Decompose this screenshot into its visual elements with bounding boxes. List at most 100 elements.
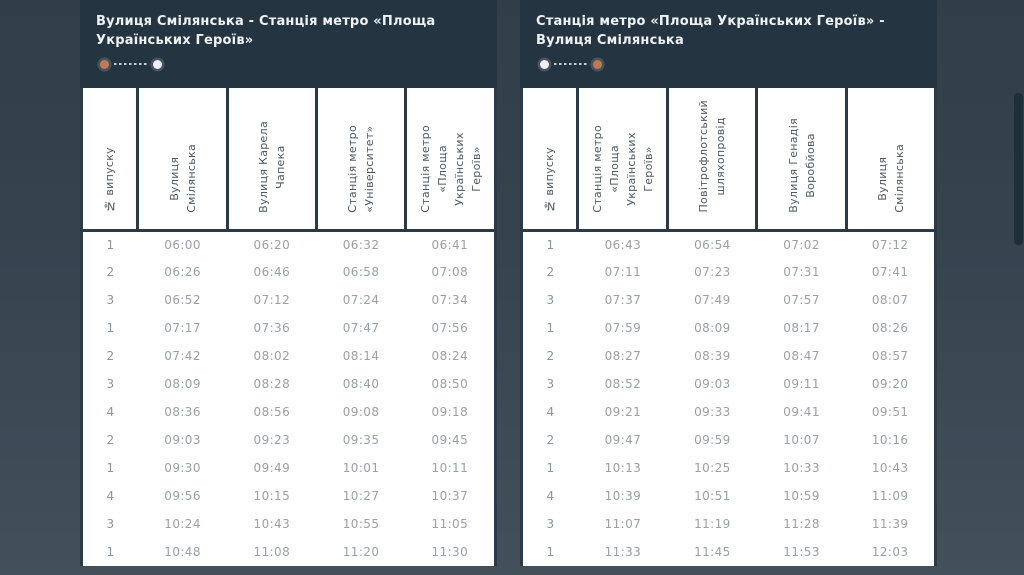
route-dashed-line-icon <box>554 63 588 66</box>
route-direction-indicator <box>540 59 921 69</box>
table-row: 1 10:13 10:25 10:33 10:43 <box>522 454 936 482</box>
time-cell: 11:07 <box>604 517 642 531</box>
trip-number-cell: 3 <box>546 517 555 531</box>
column-header: Вулиця Генадія Воробйова <box>756 88 848 232</box>
table-row: 2 07:42 08:02 08:14 08:24 <box>82 342 496 370</box>
time-cell: 09:47 <box>604 433 642 447</box>
table-row: 1 11:33 11:45 11:53 12:03 <box>522 538 936 566</box>
time-cell: 08:24 <box>431 349 469 363</box>
time-cell: 09:45 <box>431 433 469 447</box>
time-cell: 10:48 <box>164 545 201 559</box>
column-header-label: Вулиця Генадія Воробйова <box>786 117 817 213</box>
time-cell: 08:50 <box>431 377 469 391</box>
time-cell: 07:37 <box>604 293 642 307</box>
table-row: 1 10:48 11:08 11:20 11:30 <box>82 538 496 566</box>
time-cell: 06:41 <box>431 237 469 252</box>
table-row: 4 09:21 09:33 09:41 09:51 <box>522 398 936 426</box>
table-row: 3 08:52 09:03 09:11 09:20 <box>522 370 936 398</box>
time-cell: 06:32 <box>342 237 380 252</box>
time-cell: 09:03 <box>694 377 731 391</box>
time-cell: 11:09 <box>871 489 909 503</box>
trip-number-cell: 4 <box>546 405 555 419</box>
time-cell: 10:33 <box>783 461 820 475</box>
column-header-label: Вулиця Смілянська <box>167 143 198 213</box>
trip-number-cell: 2 <box>106 433 115 447</box>
column-header: Вулиця Карела Чапека <box>227 88 318 232</box>
column-header: Повітрофлотський шляхопровід <box>667 88 759 232</box>
trip-number-cell: 2 <box>106 349 115 363</box>
trip-number-cell: 3 <box>546 293 555 307</box>
time-cell: 09:41 <box>783 405 820 419</box>
time-cell: 07:36 <box>253 321 291 335</box>
trip-number-cell: 1 <box>546 545 555 559</box>
time-cell: 06:43 <box>604 237 642 252</box>
time-cell: 08:56 <box>253 405 291 419</box>
trip-number-cell: 4 <box>106 405 115 419</box>
time-cell: 09:08 <box>342 405 380 419</box>
time-cell: 09:03 <box>164 433 201 447</box>
time-cell: 06:58 <box>342 265 380 279</box>
column-header-label: Станція метро «Університет» <box>346 124 377 213</box>
time-cell: 08:27 <box>604 349 642 363</box>
time-cell: 10:59 <box>783 489 820 503</box>
time-cell: 08:39 <box>694 349 731 363</box>
table-row: 2 07:11 07:23 07:31 07:41 <box>522 258 936 286</box>
column-header: Вулиця Смілянська <box>137 88 229 232</box>
time-cell: 10:11 <box>431 461 469 475</box>
time-cell: 11:53 <box>783 545 820 559</box>
time-cell: 09:18 <box>431 405 469 419</box>
time-cell: 12:03 <box>871 545 909 559</box>
trip-number-cell: 3 <box>106 293 115 307</box>
time-cell: 07:47 <box>342 321 380 335</box>
time-cell: 06:54 <box>694 237 731 252</box>
time-cell: 09:20 <box>871 377 909 391</box>
trip-number-cell: 1 <box>106 461 115 475</box>
table-row: 4 10:39 10:51 10:59 11:09 <box>522 482 936 510</box>
table-row: 1 06:00 06:20 06:32 06:41 <box>82 230 496 258</box>
header-row: № випуску Вулиця Смілянська Вулиця Карела … <box>81 88 496 232</box>
route-dashed-line-icon <box>114 63 148 66</box>
time-cell: 11:20 <box>342 545 380 559</box>
trip-number-cell: 2 <box>106 265 115 279</box>
route-title: Станція метро «Площа Українських Героїв»… <box>536 14 885 48</box>
time-cell: 10:39 <box>604 489 642 503</box>
time-cell: 08:17 <box>783 321 820 335</box>
route-title: Вулиця Смілянська - Станція метро «Площа… <box>96 14 436 48</box>
column-header-label: Повітрофлотський шляхопровід <box>697 99 728 213</box>
time-cell: 07:24 <box>342 293 380 307</box>
time-cell: 10:37 <box>431 489 469 503</box>
time-cell: 08:57 <box>871 349 909 363</box>
table-row: 2 08:27 08:39 08:47 08:57 <box>522 342 936 370</box>
time-cell: 11:05 <box>431 517 469 531</box>
table-row: 2 06:26 06:46 06:58 07:08 <box>82 258 496 286</box>
trip-number-cell: 1 <box>106 545 115 559</box>
time-cell: 09:33 <box>694 405 731 419</box>
time-cell: 09:11 <box>783 377 820 391</box>
time-cell: 10:27 <box>342 489 380 503</box>
table-row: 3 08:09 08:28 08:40 08:50 <box>82 370 496 398</box>
scrollbar-thumb[interactable] <box>1014 93 1023 245</box>
time-cell: 07:17 <box>164 321 201 335</box>
trip-number-cell: 4 <box>546 489 555 503</box>
time-cell: 08:36 <box>164 405 201 419</box>
panel-header: Вулиця Смілянська - Станція метро «Площа… <box>80 0 497 88</box>
column-header-label: № випуску <box>543 146 557 213</box>
column-header-label: Вулиця Карела Чапека <box>256 120 287 213</box>
time-cell: 06:46 <box>253 265 291 279</box>
table-row: 3 07:37 07:49 07:57 08:07 <box>522 286 936 314</box>
trip-number-cell: 1 <box>106 237 115 252</box>
time-cell: 08:26 <box>871 321 909 335</box>
trip-number-cell: 2 <box>546 265 555 279</box>
table-row: 2 09:03 09:23 09:35 09:45 <box>82 426 496 454</box>
time-cell: 07:08 <box>431 265 469 279</box>
table-row: 1 07:59 08:09 08:17 08:26 <box>522 314 936 342</box>
time-cell: 09:21 <box>604 405 642 419</box>
timetable-inbound: № випуску Станція метро «Площа Українськи… <box>520 88 937 566</box>
panel-header: Станція метро «Площа Українських Героїв»… <box>520 0 937 88</box>
trip-number-cell: 1 <box>106 321 115 335</box>
time-cell: 07:41 <box>871 265 909 279</box>
time-cell: 08:07 <box>871 293 909 307</box>
trip-number-cell: 3 <box>546 377 555 391</box>
trip-number-cell: 4 <box>106 489 115 503</box>
time-cell: 10:25 <box>694 461 731 475</box>
